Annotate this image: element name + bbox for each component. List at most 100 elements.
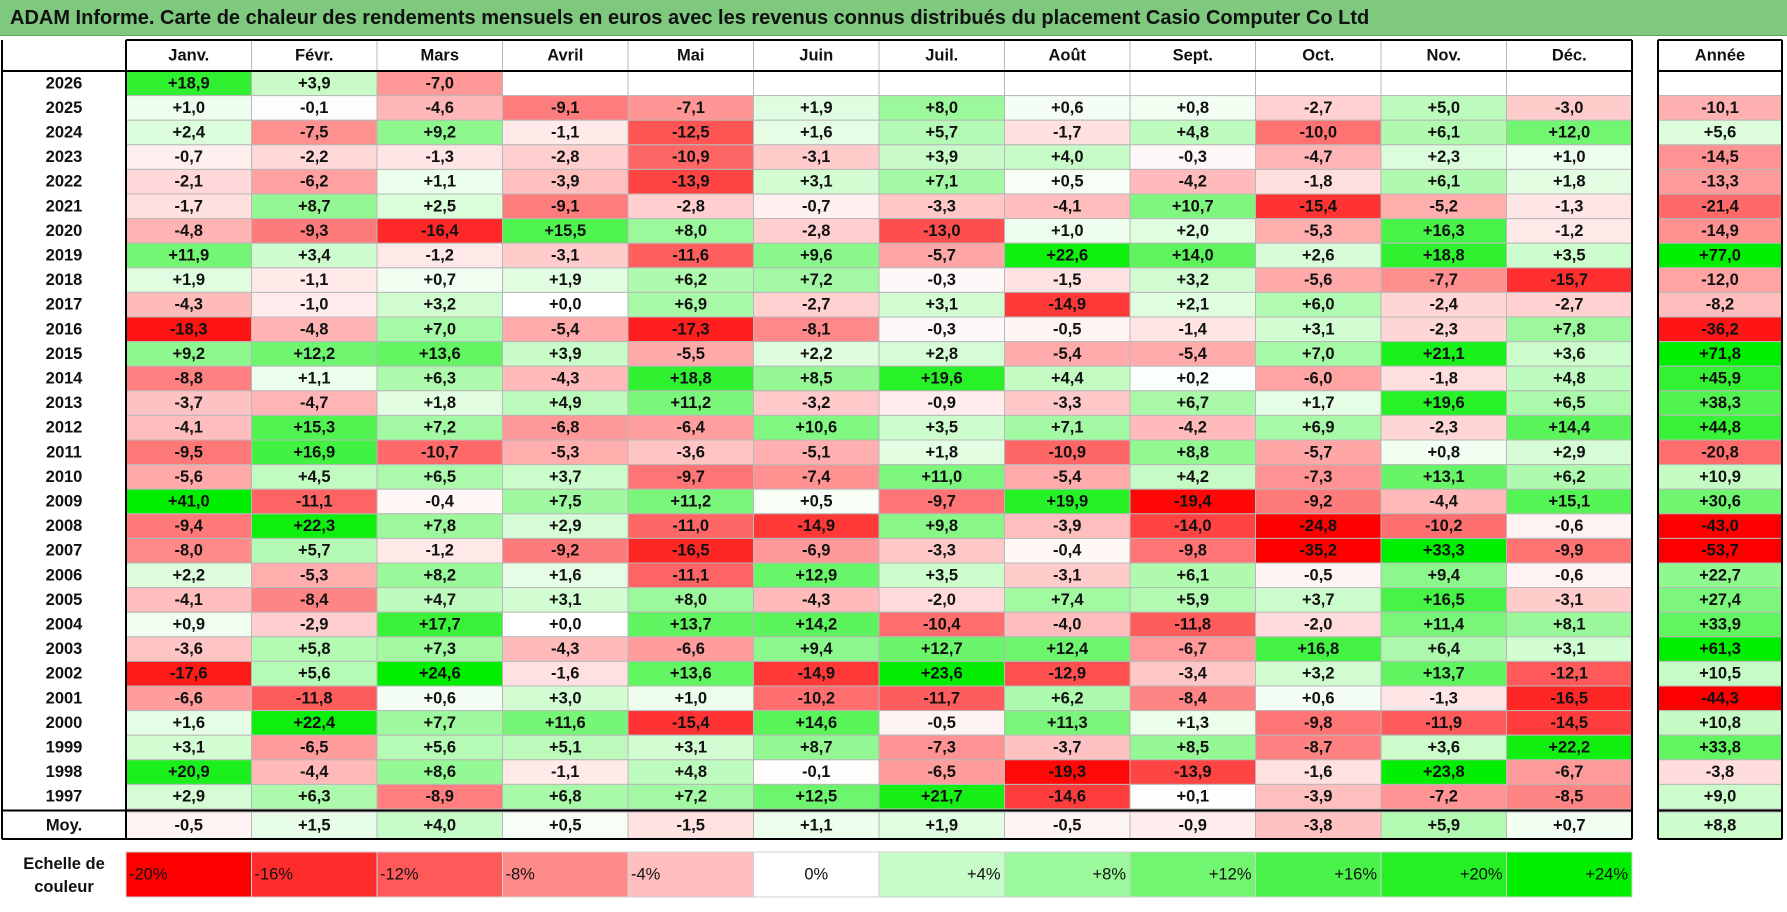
- heatmap-cell-value: +5,6: [423, 739, 456, 757]
- heatmap-cell-value: -4,3: [175, 296, 203, 314]
- heatmap-cell-value: -4,7: [300, 394, 328, 412]
- heatmap-cell-value: -2,7: [1555, 296, 1583, 314]
- heatmap-cell: [1004, 70, 1131, 97]
- month-header-label: Déc.: [1552, 47, 1587, 65]
- heatmap-cell-value: -5,4: [1179, 345, 1208, 363]
- heatmap-cell-value: -3,3: [1053, 394, 1081, 412]
- heatmap-cell: [1255, 168, 1382, 195]
- heatmap-cell-value: +10,6: [795, 419, 837, 437]
- heatmap-cell: [376, 144, 503, 170]
- heatmap-cell: [1004, 193, 1131, 220]
- heatmap-cell-value: -4,8: [300, 320, 328, 338]
- heatmap-cell: [753, 734, 880, 761]
- annual-cell-value: +44,8: [1699, 419, 1741, 437]
- annual-cell-value: +30,6: [1699, 493, 1741, 511]
- heatmap-cell-value: +13,7: [1423, 665, 1465, 683]
- heatmap-cell-value: +5,7: [925, 124, 958, 142]
- heatmap-cell-value: -5,6: [175, 468, 203, 486]
- heatmap-cell-value: +33,3: [1423, 542, 1465, 560]
- heatmap-cell-value: -2,7: [802, 296, 830, 314]
- average-cell-value: -1,5: [677, 817, 705, 835]
- heatmap-cell-value: +10,7: [1172, 197, 1214, 215]
- heatmap-cell-value: -13,9: [672, 173, 710, 191]
- heatmap-cell: [1506, 464, 1633, 490]
- heatmap-cell-value: -11,9: [1425, 714, 1462, 732]
- heatmap-cell-value: +8,1: [1553, 616, 1586, 634]
- heatmap-cell-value: -14,5: [1550, 714, 1588, 732]
- annual-cell: [1657, 685, 1783, 712]
- average-cell: [627, 811, 754, 840]
- heatmap-cell-value: -2,2: [300, 148, 328, 166]
- heatmap-cell-value: +12,9: [795, 566, 837, 584]
- heatmap-cell-value: -3,4: [1179, 665, 1208, 683]
- heatmap-cell-value: +9,2: [172, 345, 205, 363]
- heatmap-cell: [878, 414, 1005, 441]
- heatmap-cell-value: +3,7: [1302, 591, 1335, 609]
- heatmap-cell-value: +6,3: [298, 788, 331, 806]
- heatmap-cell-value: -1,1: [551, 763, 579, 781]
- heatmap-cell: [1380, 341, 1507, 367]
- heatmap-cell-value: +6,1: [1176, 566, 1209, 584]
- heatmap-cell: [1004, 242, 1131, 269]
- heatmap-cell-value: -14,9: [797, 665, 835, 683]
- average-cell-value: +1,5: [298, 817, 331, 835]
- month-header-cell: [1129, 39, 1256, 72]
- heatmap-cell-value: +3,2: [1176, 271, 1209, 289]
- annual-cell: [1657, 759, 1783, 785]
- color-scale-swatch: [251, 851, 378, 898]
- heatmap-cell: [125, 95, 252, 121]
- heatmap-cell-value: -18,3: [170, 320, 208, 338]
- heatmap-cell-value: +2,8: [925, 345, 958, 363]
- heatmap-cell: [1004, 537, 1131, 564]
- annual-cell-value: -44,3: [1701, 689, 1739, 707]
- annual-cell-value: -20,8: [1701, 443, 1739, 461]
- heatmap-cell-value: +22,6: [1046, 247, 1088, 265]
- heatmap-cell: [878, 267, 1005, 293]
- heatmap-cell-value: +8,0: [674, 591, 707, 609]
- heatmap-cell-value: -1,3: [1555, 197, 1583, 215]
- heatmap-cell-value: +4,7: [423, 591, 456, 609]
- heatmap-cell: [376, 414, 503, 441]
- heatmap-cell-value: +6,2: [1051, 689, 1084, 707]
- heatmap-cell-value: -8,0: [175, 542, 203, 560]
- heatmap-cell: [125, 193, 252, 220]
- year-label: 2011: [46, 443, 82, 461]
- heatmap-cell-value: +6,7: [1176, 394, 1209, 412]
- heatmap-cell-value: -6,2: [300, 173, 328, 191]
- heatmap-cell: [502, 685, 629, 712]
- heatmap-cell: [125, 464, 252, 490]
- heatmap-cell: [1380, 70, 1507, 97]
- heatmap-cell: [1380, 193, 1507, 220]
- color-scale-stop-label: +12%: [1209, 866, 1252, 884]
- heatmap-cell-value: -4,4: [300, 763, 329, 781]
- color-scale-stop-label: 0%: [804, 866, 828, 884]
- heatmap-cell: [125, 390, 252, 416]
- heatmap-cell-value: +0,7: [423, 271, 456, 289]
- heatmap-cell-value: +0,0: [549, 616, 582, 634]
- heatmap-cell-value: +7,8: [1553, 320, 1586, 338]
- heatmap-cell: [1004, 291, 1131, 318]
- year-label: 2026: [46, 74, 83, 92]
- heatmap-cell-value: -14,9: [797, 517, 835, 535]
- heatmap-cell: [251, 267, 378, 293]
- heatmap-cell-value: +6,9: [674, 296, 707, 314]
- heatmap-cell-value: +4,8: [1176, 124, 1209, 142]
- heatmap-cell: [1506, 636, 1633, 662]
- heatmap-cell-value: +12,5: [795, 788, 837, 806]
- heatmap-cell-value: +7,1: [925, 173, 958, 191]
- heatmap-cell: [125, 218, 252, 244]
- heatmap-cell: [878, 390, 1005, 416]
- heatmap-cell: [502, 759, 629, 785]
- color-scale-label-line2: couleur: [34, 878, 94, 896]
- heatmap-cell: [1380, 439, 1507, 466]
- heatmap-cell: [878, 242, 1005, 269]
- annual-cell: [1657, 464, 1783, 490]
- average-annual-value: +8,8: [1704, 817, 1737, 835]
- average-cell: [1004, 811, 1131, 840]
- heatmap-cell-value: +3,1: [1553, 640, 1586, 658]
- color-scale-stop-label: -8%: [506, 866, 536, 884]
- color-scale-swatch: [376, 851, 503, 898]
- heatmap-cell-value: +7,5: [549, 493, 582, 511]
- heatmap-cell-value: -35,2: [1299, 542, 1337, 560]
- heatmap-cell: [627, 660, 754, 687]
